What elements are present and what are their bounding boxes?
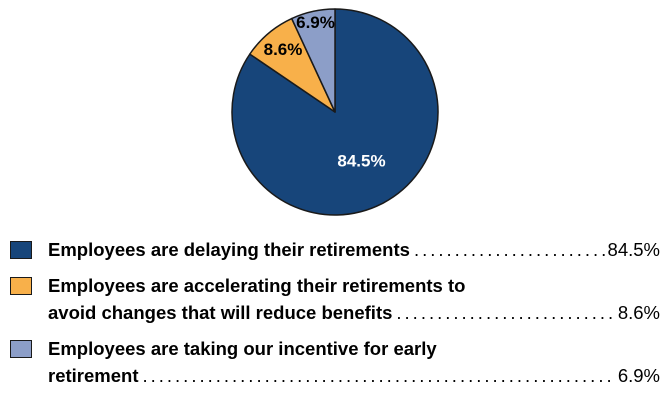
legend-label: Employees are taking our incentive for e…	[48, 338, 437, 359]
legend-label-cont: avoid changes that will reduce benefits	[48, 302, 393, 323]
pie-label-incentive: 6.9%	[296, 13, 335, 32]
legend-swatch-incentive	[10, 340, 32, 358]
pie-label-delaying: 84.5%	[337, 152, 385, 171]
legend-line: avoid changes that will reduce benefits …	[48, 299, 660, 326]
legend-label: Employees are delaying their retirements	[48, 239, 410, 260]
dot-leader	[396, 299, 615, 326]
legend-value: 8.6%	[617, 302, 660, 323]
legend-swatch-accelerating	[10, 277, 32, 295]
legend-entry-incentive: Employees are taking our incentive for e…	[10, 335, 660, 389]
pie-slice-incentive	[290, 8, 336, 113]
pie-label-accelerating: 8.6%	[264, 40, 303, 59]
dot-leader	[414, 236, 606, 263]
legend-swatch-delaying	[10, 241, 32, 259]
legend-value: 84.5%	[607, 239, 660, 260]
legend-line: retirement 6.9%	[48, 362, 660, 389]
legend-value: 6.9%	[617, 365, 660, 386]
legend-entry-delaying: Employees are delaying their retirements…	[10, 236, 660, 263]
legend-label: Employees are accelerating their retirem…	[48, 275, 466, 296]
dot-leader	[142, 362, 615, 389]
legend-label-cont: retirement	[48, 365, 139, 386]
legend-line: Employees are delaying their retirements…	[48, 236, 660, 263]
pie-chart: 84.5% 8.6% 6.9%	[231, 8, 439, 216]
legend-entry-accelerating: Employees are accelerating their retirem…	[10, 272, 660, 326]
legend: Employees are delaying their retirements…	[10, 236, 660, 389]
